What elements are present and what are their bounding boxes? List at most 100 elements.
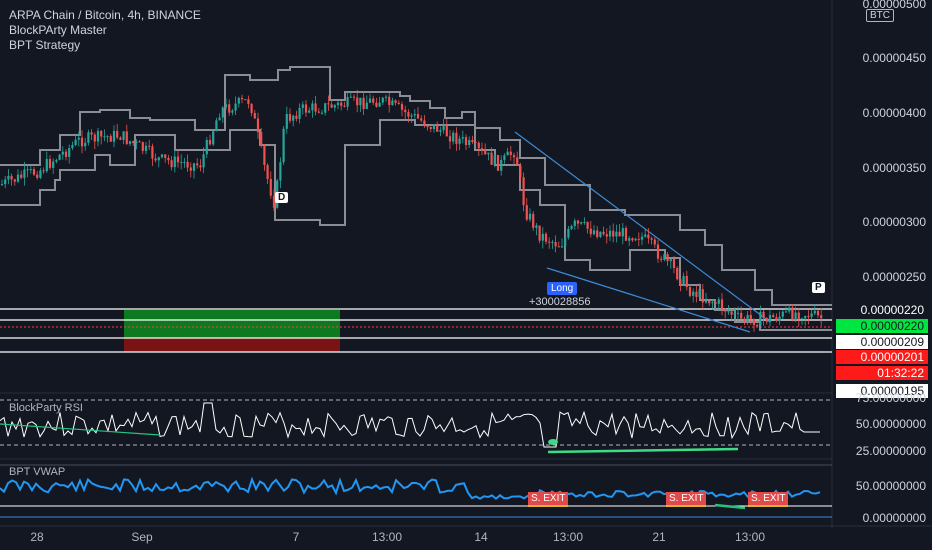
- bar-countdown: 01:32:22: [836, 366, 928, 380]
- indicator-bpt-strategy[interactable]: BPT Strategy: [9, 38, 81, 52]
- candle-body: [400, 103, 404, 110]
- candle-body: [618, 231, 621, 237]
- candle-body: [474, 142, 477, 144]
- candle-body: [256, 118, 260, 133]
- candle-body: [10, 175, 13, 180]
- candle-body: [647, 234, 650, 239]
- candle-body: [698, 289, 701, 297]
- short-exit-marker[interactable]: S. EXIT: [666, 492, 707, 507]
- currency-badge[interactable]: BTC: [866, 9, 894, 22]
- candle-body: [660, 258, 663, 260]
- candle-body: [455, 132, 458, 144]
- candle-body: [480, 148, 484, 151]
- price-tag-stop: 0.00000201: [836, 350, 928, 364]
- rsi-divergence-line-2: [547, 447, 739, 454]
- candle-body: [557, 246, 560, 248]
- candle-body: [250, 103, 253, 114]
- candle-body: [807, 315, 810, 318]
- candle-body: [628, 238, 631, 241]
- short-exit-marker[interactable]: S. EXIT: [528, 492, 569, 507]
- candle-body: [708, 300, 711, 304]
- candle-body: [234, 103, 237, 111]
- candle-body: [119, 137, 122, 140]
- candle-body: [461, 137, 464, 139]
- candle-body: [509, 151, 512, 156]
- candle-body: [464, 137, 468, 146]
- candle-body: [487, 152, 490, 155]
- candle-body: [423, 120, 426, 127]
- candle-body: [816, 310, 820, 316]
- candle-body: [525, 205, 528, 220]
- candle-body: [516, 157, 519, 166]
- candle-body: [493, 155, 496, 165]
- candle-body: [167, 157, 170, 161]
- candle-body: [87, 132, 90, 143]
- candle-body: [788, 307, 791, 312]
- candle-body: [592, 230, 596, 235]
- candle-body: [20, 174, 23, 178]
- candle-body: [189, 167, 192, 171]
- short-exit-marker[interactable]: S. EXIT: [748, 492, 789, 507]
- candle-body: [580, 222, 583, 224]
- candle-body: [442, 125, 445, 131]
- candle-body: [42, 170, 45, 172]
- candle-body: [621, 228, 624, 237]
- candle-body: [26, 169, 29, 171]
- candle-body: [29, 169, 32, 171]
- candle-body: [228, 104, 231, 113]
- candle-body: [202, 154, 205, 168]
- price-tick: 0.00000450: [862, 51, 926, 65]
- candle-body: [109, 136, 112, 142]
- candlestick-series: [0, 89, 823, 332]
- candle-body: [106, 136, 109, 138]
- candle-body: [288, 114, 292, 121]
- signal-marker[interactable]: D: [275, 192, 289, 203]
- candle-body: [58, 154, 61, 160]
- candle-body: [141, 142, 144, 151]
- candle-body: [644, 234, 647, 237]
- vwap-pane-title[interactable]: BPT VWAP: [9, 466, 66, 478]
- candle-body: [439, 130, 442, 132]
- price-tick: 0.00000250: [862, 270, 926, 284]
- take-profit-zone: [124, 310, 340, 338]
- time-tick: 21: [652, 530, 666, 544]
- candle-body: [756, 325, 759, 327]
- candle-body: [23, 169, 26, 178]
- candle-body: [292, 115, 295, 121]
- candle-body: [164, 154, 167, 158]
- indicator-blockparty-master[interactable]: BlockPArty Master: [9, 23, 107, 37]
- candle-body: [749, 314, 752, 319]
- rsi-tick: 25.00000000: [855, 444, 926, 458]
- candle-body: [381, 97, 384, 103]
- candle-body: [84, 142, 87, 147]
- candle-body: [199, 165, 202, 168]
- candle-body: [746, 314, 749, 322]
- candle-body: [285, 114, 288, 129]
- candle-body: [583, 221, 586, 223]
- candle-body: [247, 99, 250, 104]
- candle-body: [429, 126, 432, 129]
- candle-body: [205, 140, 208, 155]
- candle-body: [685, 275, 688, 288]
- candle-body: [637, 238, 640, 240]
- long-entry-tag[interactable]: Long: [547, 282, 578, 295]
- candle-body: [791, 307, 794, 320]
- price-tag-level: 0.00000220: [836, 303, 928, 317]
- time-tick: 13:00: [371, 530, 403, 544]
- position-marker[interactable]: P: [812, 282, 825, 293]
- candle-body: [781, 311, 784, 317]
- rsi-signal-dot: [548, 439, 558, 445]
- candle-body: [218, 117, 221, 121]
- candle-body: [298, 107, 301, 119]
- candle-body: [740, 312, 743, 319]
- candle-body: [317, 111, 320, 113]
- candle-body: [522, 177, 525, 206]
- stop-loss-zone: [124, 338, 340, 352]
- candle-body: [61, 151, 64, 155]
- candle-body: [64, 151, 68, 157]
- rsi-pane-title[interactable]: BlockParty RSI: [9, 402, 83, 414]
- candle-body: [714, 302, 717, 304]
- candle-body: [320, 112, 324, 114]
